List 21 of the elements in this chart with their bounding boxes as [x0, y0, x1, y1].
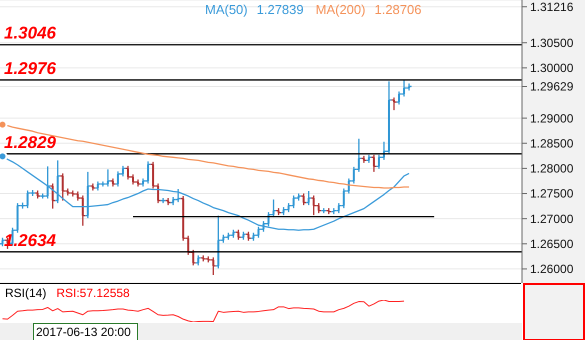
y-tick-label: 1.30500: [530, 36, 574, 50]
y-tick-label: 1.30000: [530, 61, 574, 76]
annotation: 1.27839: [256, 2, 304, 17]
text: 2017-06-13 20:00: [33, 323, 138, 340]
ref-line-label: 1.2976: [4, 58, 57, 78]
y-tick-label: 1.29629: [530, 80, 574, 94]
y-tick-label: 1.27500: [530, 186, 574, 201]
y-tick-label: 1.29000: [530, 111, 574, 126]
ref-line-label: 1.3046: [4, 24, 57, 43]
y-tick-label: 1.28500: [530, 136, 574, 150]
text: MA(200): [316, 2, 366, 17]
text: MA(50): [205, 2, 248, 17]
y-tick-label: 1.31216: [530, 0, 574, 14]
annotation: 1.28706: [374, 2, 422, 17]
y-tick-label: 1.28000: [530, 162, 574, 176]
y-tick-label: 1.27000: [530, 212, 574, 226]
y-tick-label: 1.26000: [530, 262, 574, 276]
chart-title: RSI(14): [5, 286, 46, 300]
ref-line-label: 1.2829: [4, 132, 57, 152]
annotation: RSI:57.12558: [56, 286, 130, 300]
y-tick-label: 1.26500: [530, 236, 574, 251]
